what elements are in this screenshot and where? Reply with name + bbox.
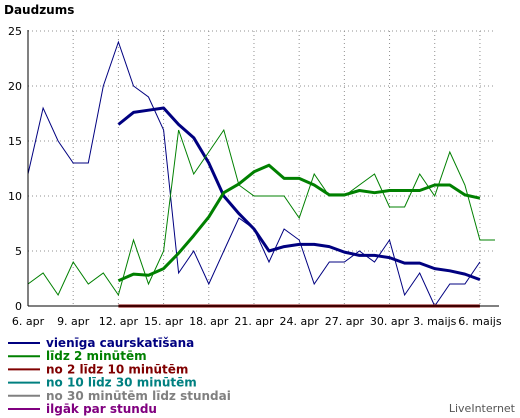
legend-label: ilgāk par stundu — [46, 402, 157, 416]
x-tick-label: 6. apr — [12, 315, 45, 328]
y-tick-label: 15 — [8, 135, 22, 148]
x-tick-label: 21. apr — [234, 315, 274, 328]
y-tick-label: 5 — [15, 245, 22, 258]
y-tick-label: 10 — [8, 190, 22, 203]
y-tick-label: 20 — [8, 80, 22, 93]
series-1-trend-line — [117, 163, 481, 283]
legend-label: līdz 2 minūtēm — [46, 349, 147, 363]
x-tick-label: 15. apr — [144, 315, 184, 328]
legend-label: no 30 minūtēm līdz stundai — [46, 389, 231, 403]
x-tick-label: 18. apr — [189, 315, 229, 328]
x-tick-label: 3. maijs — [413, 315, 457, 328]
y-axis-label: Daudzums — [4, 3, 74, 17]
series-lines — [27, 40, 495, 308]
series-0-daily-line — [27, 40, 481, 308]
x-tick-label: 9. apr — [57, 315, 90, 328]
x-tick-label: 12. apr — [99, 315, 139, 328]
x-tick-label: 6. maijs — [458, 315, 502, 328]
x-tick-label: 24. apr — [280, 315, 320, 328]
y-tick-label: 25 — [8, 25, 22, 38]
legend-label: vienīga caurskatīšana — [46, 336, 194, 350]
series-0-trend-line — [117, 106, 481, 282]
legend-label: no 2 līdz 10 minūtēm — [46, 362, 188, 376]
x-tick-label: 27. apr — [325, 315, 365, 328]
series-1-daily-line — [27, 128, 495, 297]
x-tick-label: 30. apr — [370, 315, 410, 328]
legend-label: no 10 līdz 30 minūtēm — [46, 376, 197, 390]
brand-label: LiveInternet — [449, 402, 516, 415]
y-ticks: 0 5 10 15 20 25 — [8, 25, 22, 313]
y-tick-label: 0 — [15, 300, 22, 313]
axes — [27, 30, 499, 307]
x-ticks: 6. apr 9. apr 12. apr 15. apr 18. apr 21. apr… — [12, 315, 502, 328]
